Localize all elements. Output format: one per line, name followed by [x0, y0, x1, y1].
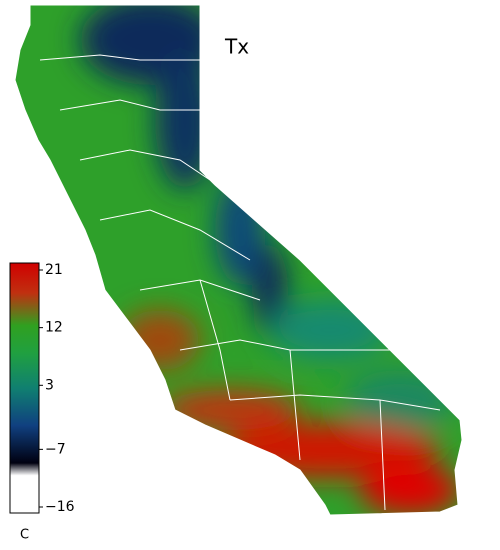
colorbar-tick-label: −7 — [45, 441, 66, 457]
map-title: Tx — [224, 35, 249, 59]
county-lines — [14, 4, 463, 516]
colorbar-tick-label: −16 — [45, 499, 75, 515]
colorbar-tick-label: 3 — [45, 377, 54, 393]
colorbar-unit: C — [20, 528, 29, 543]
colorbar-tick-label: 21 — [45, 262, 63, 278]
colorbar — [9, 262, 40, 514]
colorbar-tick-label: 12 — [45, 320, 63, 336]
